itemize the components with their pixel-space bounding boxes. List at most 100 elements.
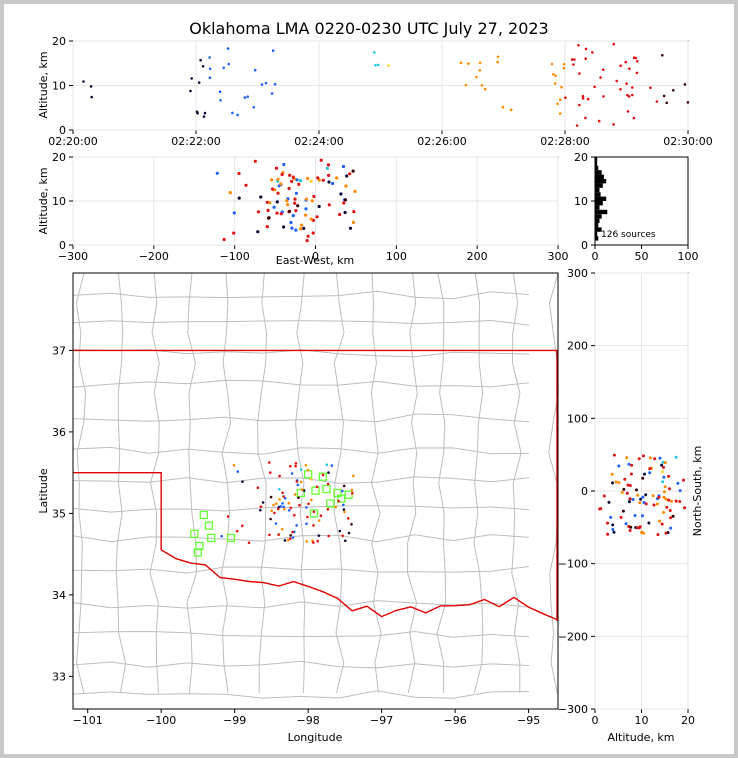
ew-altitude-point [304,207,308,211]
plan-view-point [278,474,281,478]
plan-view-point [350,488,354,492]
ns-altitude-point [660,470,664,474]
plan-view-point [350,523,353,526]
ns-altitude-point [683,506,687,510]
county-boundary [511,272,522,693]
time-altitude-point [562,66,566,70]
ns-altitude-point [664,497,668,501]
county-boundary [72,446,530,455]
county-boundary [72,379,530,388]
ns-altitude-point [638,525,642,529]
ew-altitude-point [296,204,300,208]
time-altitude-point [619,88,622,91]
plan-view-point [300,488,304,492]
ew-altitude-point [309,179,313,183]
plan-view-point [344,539,347,543]
ns-altitude-point [606,532,610,536]
figure-svg: Oklahoma LMA 0220-0230 UTC July 27, 2023… [37,19,713,744]
ew-altitude-point [253,159,257,163]
ew-altitude-point [309,217,313,221]
ns-altitude-point [662,465,665,469]
histogram-ytick-label: 20 [574,151,588,164]
plan-view-point [273,511,276,515]
source-count-label: 126 sources [601,230,656,240]
histogram-bar [595,231,598,237]
ns-altitude-point [642,501,646,504]
ns-altitude-point [636,526,639,530]
time-altitude-point [655,100,659,103]
ns-altitude-point [667,498,671,502]
lma-station-marker [226,533,236,543]
ew-altitude-ytick-label: 20 [52,151,66,164]
ns-altitude-point [606,521,609,525]
time-altitude-point [584,57,587,60]
ew-altitude-point [290,226,294,230]
plan-view-point [279,505,283,508]
ew-altitude-xtick-label: −200 [139,250,169,263]
ns-altitude-point [641,514,644,518]
plan-view-point [281,502,284,505]
plan-view-point [304,463,308,467]
plan-view-point [295,480,299,483]
ns-altitude-point [660,463,664,467]
ns-altitude-point [662,511,666,514]
ns-altitude-point [670,499,673,503]
ns-altitude-point [623,477,627,481]
ew-altitude-point [305,239,309,243]
ew-altitude-point [335,176,339,180]
plan-view-point [220,534,223,538]
histogram-bar [595,179,607,184]
ns-altitude-point [658,519,662,523]
time-altitude-point [560,85,563,89]
ns-altitude-ytick-label: 300 [567,267,588,280]
ns-altitude-point [627,462,631,466]
time-altitude-point [612,123,615,126]
time-altitude-point [208,56,211,59]
time-altitude-point [271,49,275,52]
ns-altitude-point [612,453,616,457]
histogram-ytick-label: 10 [574,195,588,208]
time-altitude-point [615,79,618,83]
time-altitude-point [252,106,256,109]
ns-altitude-point [674,455,678,459]
time-altitude-point [624,60,627,64]
plan-view-point [259,505,263,509]
ns-altitude-point [671,514,675,518]
plan-view-point [343,510,346,514]
histogram-ytick-label: 0 [581,239,588,252]
ns-altitude-point [607,500,611,504]
time-altitude-xtick-label: 02:20:00 [48,135,97,148]
plan-view-point [326,482,330,486]
time-altitude-point [496,55,500,59]
plan-view-point [317,519,321,522]
ew-altitude-point [300,223,304,227]
time-altitude-point [246,95,249,98]
ns-altitude-panel: North-South, km Altitude, km 0 10 20 −300 −2… [558,267,704,744]
histogram-bar [595,187,600,193]
time-altitude-point [591,51,594,54]
lma-station-marker [207,533,216,543]
time-altitude-point [573,58,576,61]
ns-altitude-point [651,494,655,498]
time-altitude-point [554,74,557,78]
histogram-bar [595,174,604,179]
plan-view-point [287,509,291,512]
time-altitude-point [556,102,559,106]
county-boundary [257,272,268,693]
time-altitude-point [483,87,487,91]
ns-altitude-point [636,493,640,497]
plan-view-point [256,486,260,490]
plan-view-point [325,463,329,467]
ns-altitude-point [619,515,623,519]
ns-altitude-point [609,515,613,519]
ns-altitude-point [660,522,664,526]
ew-altitude-xlabel: East-West, km [276,254,354,267]
county-boundary [186,272,198,694]
time-altitude-point [189,89,192,93]
time-altitude-point [593,85,596,89]
time-altitude-point [581,94,585,98]
ew-altitude-point [306,176,310,181]
ew-altitude-point [291,214,295,218]
plan-view-point [312,510,316,514]
histogram-bar [595,170,602,175]
